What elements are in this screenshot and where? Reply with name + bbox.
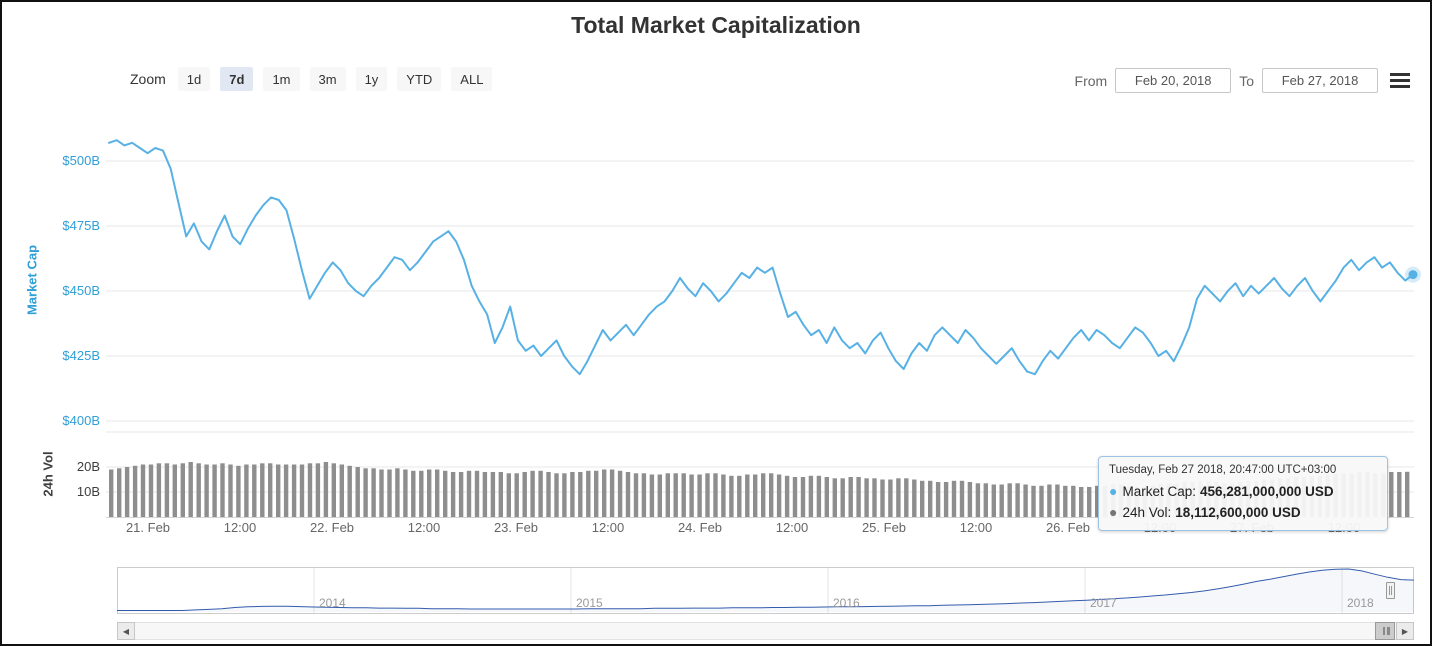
date-range-inputs: From To [1075, 68, 1378, 93]
zoom-button-all[interactable]: ALL [451, 67, 493, 91]
navigator-year-label: 2017 [1090, 596, 1117, 610]
x-axis-label: 26. Feb [1045, 520, 1091, 535]
zoom-button-1d[interactable]: 1d [177, 67, 211, 91]
scrollbar-track[interactable] [117, 622, 1414, 640]
navigator-area [117, 569, 1414, 612]
y-axis-label-500: $500B [62, 153, 100, 168]
x-axis-label: 23. Feb [493, 520, 539, 535]
navigator-line [117, 568, 1415, 611]
y-axis-label-450: $450B [62, 283, 100, 298]
navigator-year-label: 2018 [1347, 596, 1374, 610]
x-axis-label: 12:00 [775, 520, 809, 535]
to-label: To [1239, 72, 1254, 89]
y-axis-title-market-cap: Market Cap [24, 244, 40, 316]
tooltip-row-24h-vol: ● 24h Vol: 18,112,600,000 USD [1109, 502, 1377, 523]
navigator-outline [117, 567, 1414, 614]
navigator-handle[interactable] [1386, 582, 1395, 599]
left-arrow-glyph: ◀ [122, 626, 130, 636]
from-date-input[interactable] [1115, 68, 1232, 93]
volume-series-icon: ● [1109, 504, 1118, 520]
zoom-button-1y[interactable]: 1y [355, 67, 388, 91]
to-date-input[interactable] [1262, 68, 1378, 93]
tooltip-value: 18,112,600,000 USD [1175, 505, 1301, 520]
navigator-year-label: 2015 [576, 596, 603, 610]
tooltip-row-market-cap: ● Market Cap: 456,281,000,000 USD [1109, 481, 1377, 502]
scrollbar-thumb[interactable] [1375, 622, 1395, 640]
from-label: From [1074, 72, 1108, 89]
x-axis-label: 12:00 [407, 520, 441, 535]
tooltip-label: 24h Vol: [1122, 505, 1172, 520]
y-axis-label-425: $425B [62, 348, 100, 363]
chart-title: Total Market Capitalization [571, 12, 861, 38]
x-axis-label: 12:00 [591, 520, 625, 535]
right-arrow-glyph: ▶ [1401, 626, 1409, 636]
navigator-year-label: 2014 [319, 596, 346, 610]
zoom-label: Zoom [130, 71, 166, 87]
x-axis-label: 12:00 [959, 520, 993, 535]
zoom-button-ytd[interactable]: YTD [397, 67, 442, 91]
zoom-button-1m[interactable]: 1m [263, 67, 300, 91]
vol-axis-label-10b: 10B [76, 484, 100, 499]
chart-tooltip: Tuesday, Feb 27 2018, 20:47:00 UTC+03:00… [1098, 456, 1388, 531]
tooltip-value: 456,281,000,000 USD [1200, 484, 1334, 499]
y-axis-title-24h-vol: 24h Vol [40, 451, 56, 497]
y-axis-label-400: $400B [62, 413, 100, 428]
x-axis-label: 22. Feb [309, 520, 355, 535]
tooltip-header: Tuesday, Feb 27 2018, 20:47:00 UTC+03:00 [1109, 464, 1337, 476]
tooltip-label: Market Cap: [1122, 484, 1196, 499]
x-axis-label: 25. Feb [861, 520, 907, 535]
x-axis-label: 24. Feb [677, 520, 723, 535]
scrollbar-left-arrow-icon[interactable]: ◀ [117, 622, 135, 640]
x-axis-label: 12:00 [223, 520, 257, 535]
chart-context-menu-icon[interactable] [1390, 73, 1410, 91]
y-axis-label-475: $475B [62, 218, 100, 233]
zoom-button-7d[interactable]: 7d [220, 67, 254, 91]
range-selector: Zoom 1d 7d 1m 3m 1y YTD ALL [130, 67, 493, 91]
scrollbar-right-arrow-icon[interactable]: ▶ [1396, 622, 1414, 640]
x-axis-label: 21. Feb [125, 520, 171, 535]
vol-axis-label-20b: 20B [76, 459, 100, 474]
market-cap-series-icon: ● [1109, 483, 1118, 499]
zoom-button-3m[interactable]: 3m [309, 67, 346, 91]
navigator-year-label: 2016 [833, 596, 860, 610]
